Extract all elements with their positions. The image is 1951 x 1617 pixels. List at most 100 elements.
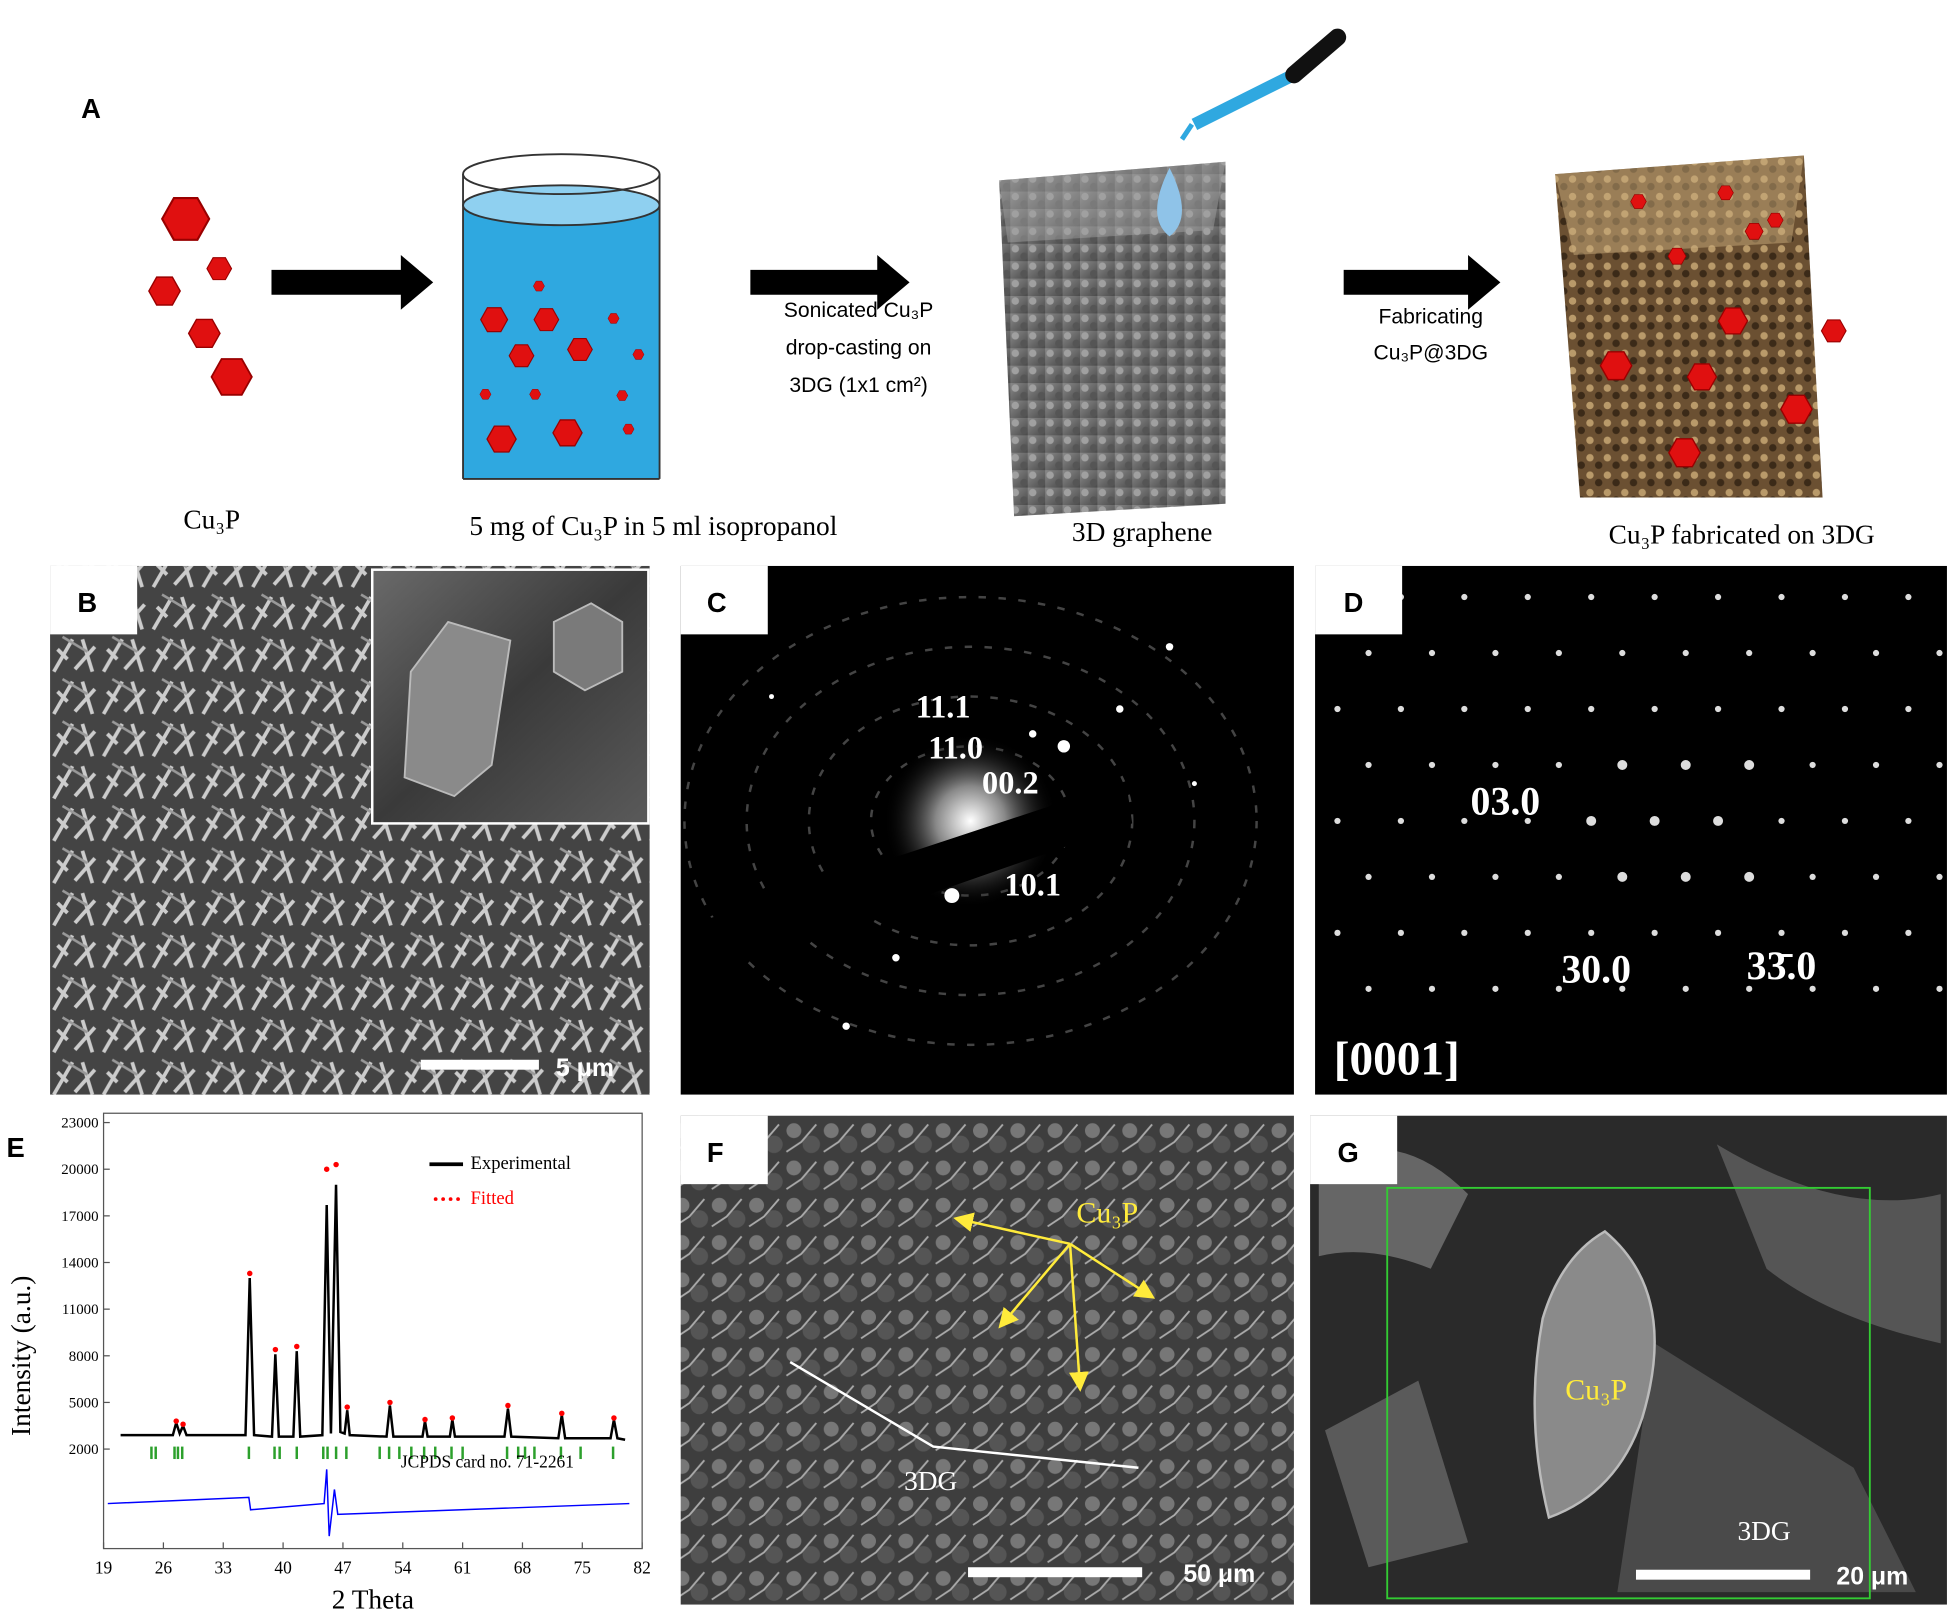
diffraction-spots (769, 643, 1197, 1030)
x-tick-label: 47 (334, 1557, 352, 1577)
fitted-point (180, 1421, 186, 1427)
x-tick-label: 19 (95, 1557, 112, 1577)
step-text: Cu₃P@3DG (1373, 341, 1488, 364)
spot (1334, 817, 1341, 825)
spot (1841, 817, 1849, 825)
spot (1744, 759, 1755, 770)
cu3p-crystal (1533, 1229, 1656, 1520)
spot (1936, 649, 1943, 657)
spot (1778, 817, 1785, 825)
x-tick-label: 75 (574, 1557, 592, 1577)
caption: Cu₃P fabricated on 3DG (1609, 520, 1875, 550)
spot (1334, 705, 1341, 713)
annotation: Cu₃P (1076, 1197, 1138, 1230)
miller-index: 03.0 (1471, 780, 1541, 824)
fitted-point (611, 1415, 617, 1421)
panel-label: F (707, 1137, 724, 1168)
caption: 3D graphene (1072, 517, 1213, 547)
spot (1809, 761, 1816, 769)
spot (1649, 815, 1660, 826)
saed-image (1315, 565, 1947, 1095)
fitted-point (323, 1166, 330, 1172)
arrow (750, 254, 910, 310)
spot (1713, 815, 1724, 826)
spot (1524, 705, 1531, 713)
spot (1555, 873, 1562, 881)
fitted-point (422, 1416, 428, 1423)
spot (1619, 985, 1626, 992)
caption: 5 mg of Cu₃P in 5 ml isopropanol (469, 511, 837, 541)
annotation: 3DG (1737, 1516, 1790, 1546)
spot (1651, 705, 1658, 713)
spot (1588, 929, 1595, 936)
miller-index: 11.0 (928, 730, 983, 766)
legend-marker (441, 1197, 445, 1201)
fitted-point (387, 1399, 393, 1406)
caption: Cu₃P (183, 505, 240, 535)
spot (1461, 817, 1468, 825)
fitted-point (505, 1402, 511, 1409)
spot (1680, 871, 1691, 882)
spot (1524, 929, 1531, 936)
scale-bar-label: 50 μm (1183, 1560, 1255, 1588)
miller-index: 11.1 (916, 689, 971, 725)
fitted-point (449, 1415, 456, 1421)
legend-marker (433, 1197, 438, 1201)
spot (1334, 929, 1341, 936)
xrd-chart: 19 26 33 40 47 54 61 68 75 82 2000 5000 8000 11000 140… (6, 1112, 651, 1614)
beam-stop (703, 781, 1133, 971)
spot (1714, 705, 1722, 713)
spot (1905, 705, 1912, 713)
legend-label: Fitted (470, 1188, 514, 1209)
scale-bar-label: 20 μm (1836, 1563, 1908, 1591)
spot (1397, 705, 1405, 713)
annotation: JCPDS card no. 71-2261 (401, 1452, 574, 1472)
spot (1936, 761, 1943, 769)
y-tick-label: 17000 (61, 1209, 98, 1225)
arrow (271, 254, 434, 310)
spot (1714, 929, 1722, 936)
spot (1365, 649, 1372, 657)
graphene-cube (999, 28, 1347, 517)
spot (1778, 705, 1785, 713)
spot (1682, 985, 1689, 992)
label-box (1310, 1115, 1398, 1185)
x-tick-label: 61 (454, 1557, 471, 1577)
cu3p-crystals (147, 196, 254, 397)
spot (1365, 985, 1372, 992)
diffraction-spots (1334, 593, 1943, 992)
x-tick-label: 40 (274, 1557, 292, 1577)
annotation: Cu₃P (1565, 1373, 1627, 1406)
spot (1746, 649, 1753, 657)
spot (1492, 985, 1499, 992)
spot (1428, 649, 1436, 657)
y-axis-label: Intensity (a.u.) (6, 1276, 36, 1436)
panel-label: E (7, 1132, 25, 1163)
miller-index: 00.2 (982, 765, 1039, 801)
spot (1682, 649, 1689, 657)
y-tick-label: 20000 (61, 1162, 98, 1178)
fitted-point (333, 1161, 339, 1168)
spot (1365, 873, 1372, 881)
miller-index: 10.1 (1004, 867, 1061, 903)
x-tick-label: 26 (155, 1557, 173, 1577)
x-tick-label: 68 (514, 1557, 532, 1577)
x-axis-label: 2 Theta (332, 1584, 414, 1614)
data-line (120, 1184, 626, 1441)
y-tick-label: 11000 (62, 1302, 99, 1318)
spot (1397, 929, 1405, 936)
spot (1872, 985, 1880, 992)
spot (1461, 705, 1468, 713)
spot (1680, 759, 1691, 770)
crystal (552, 602, 624, 692)
x-tick-label: 82 (633, 1557, 650, 1577)
y-tick-label: 23000 (61, 1116, 98, 1132)
spot (1492, 873, 1499, 881)
x-tick-label: 54 (394, 1557, 412, 1577)
spot (1428, 985, 1436, 992)
scale-bar (420, 1059, 539, 1070)
scale-bar-label: 5 μm (556, 1054, 614, 1082)
spot (1617, 759, 1628, 770)
